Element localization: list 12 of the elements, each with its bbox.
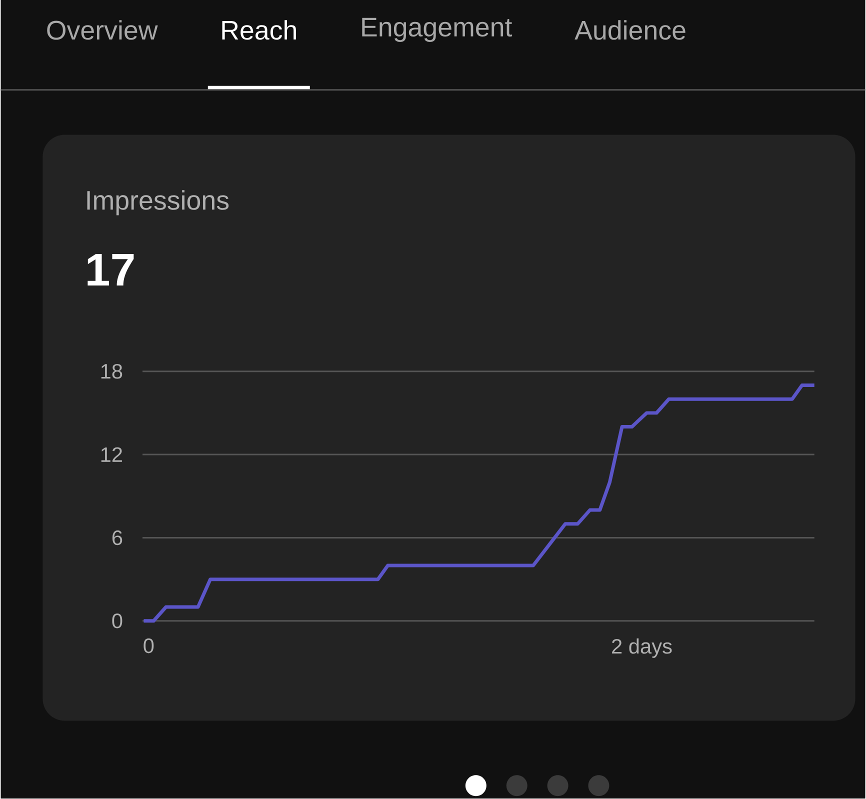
y-tick-label: 18 bbox=[101, 364, 122, 379]
y-tick-label: 6 bbox=[112, 530, 122, 546]
y-tick-label: 0 bbox=[112, 614, 122, 628]
text: Engagement bbox=[362, 18, 512, 42]
line-series bbox=[142, 384, 816, 623]
text: Audience bbox=[574, 20, 686, 40]
y-tick-label: 12 bbox=[101, 447, 122, 462]
x-tick-label: 2 days bbox=[612, 638, 672, 658]
chart-title: Impressions bbox=[87, 190, 229, 216]
text: Reach bbox=[222, 20, 296, 40]
chart-subtitle: 17 bbox=[88, 254, 134, 286]
text: Overview bbox=[47, 20, 158, 40]
